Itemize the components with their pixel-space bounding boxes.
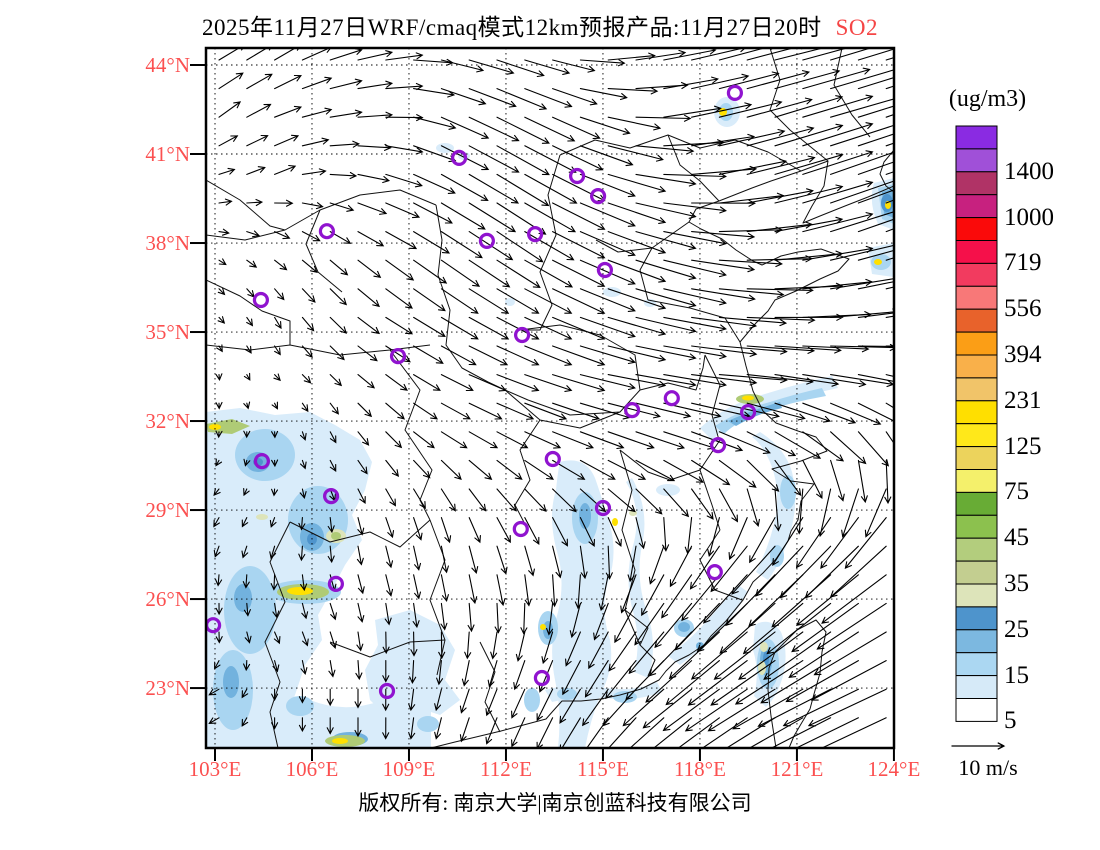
lat-tick-label: 38°N — [145, 231, 190, 256]
station-marker — [389, 348, 407, 365]
wind-reference-arrow — [951, 742, 1006, 750]
station-marker — [451, 149, 468, 166]
title-main: 2025年11月27日WRF/cmaq模式12km预报产品:11月27日20时 — [201, 15, 822, 40]
high-concentration-spots — [206, 108, 891, 747]
colorbar-tick-label: 5 — [1004, 707, 1017, 735]
copyright-footer: 版权所有: 南京大学|南京创蓝科技有限公司 — [358, 791, 752, 815]
lat-tick-label: 29°N — [145, 498, 190, 523]
colorbar-tick-label: 231 — [1004, 386, 1042, 414]
lat-tick-label: 26°N — [145, 587, 190, 612]
station-marker — [512, 520, 529, 538]
colorbar — [955, 125, 998, 722]
lon-tick-label: 124°E — [867, 757, 921, 781]
colorbar-tick-label: 556 — [1004, 295, 1042, 323]
station-marker — [706, 563, 723, 581]
station-marker — [739, 404, 757, 421]
colorbar-tick-label: 1400 — [1004, 157, 1054, 185]
station-marker — [323, 488, 340, 505]
map-border — [204, 46, 896, 750]
station-marker — [589, 188, 607, 205]
station-marker — [663, 390, 680, 407]
colorbar-tick-label: 719 — [1004, 249, 1042, 277]
lon-tick-label: 121°E — [770, 757, 824, 781]
colorbar-tick-label: 75 — [1004, 478, 1029, 506]
coastline-korea — [879, 149, 894, 193]
lon-tick-label: 118°E — [673, 757, 726, 781]
page-title: 2025年11月27日WRF/cmaq模式12km预报产品:11月27日20时 S… — [0, 8, 1080, 42]
lon-tick-label: 106°E — [285, 757, 339, 781]
colorbar-tick-label: 15 — [1004, 661, 1029, 689]
wind-reference-label: 10 m/s — [958, 755, 1018, 780]
lon-tick-label: 109°E — [382, 757, 436, 781]
wind-vector-layer — [208, 48, 894, 748]
lon-tick-label: 115°E — [576, 757, 629, 781]
station-marker — [526, 226, 544, 243]
lat-tick-label: 35°N — [145, 320, 190, 345]
station-marker-layer — [206, 84, 757, 700]
lat-tick-label: 32°N — [145, 409, 190, 434]
map-frame — [190, 46, 896, 761]
colorbar-tick-label: 25 — [1004, 615, 1029, 643]
station-marker — [252, 291, 269, 309]
lon-tick-label: 112°E — [479, 757, 532, 781]
title-pollutant: SO2 — [835, 15, 879, 40]
station-marker — [318, 223, 335, 240]
station-marker — [478, 232, 495, 249]
colorbar-tick-label: 45 — [1004, 524, 1029, 552]
graticule-grid — [206, 48, 894, 748]
colorbar-tick-label: 394 — [1004, 341, 1042, 368]
station-marker — [596, 261, 614, 279]
lat-tick-label: 23°N — [145, 676, 190, 701]
lon-tick-label: 103°E — [188, 757, 242, 781]
station-marker — [568, 167, 586, 185]
colorbar-unit-label: (ug/m3) — [948, 86, 1027, 112]
station-marker — [709, 437, 727, 454]
station-marker — [513, 326, 531, 344]
colorbar-tick-label: 125 — [1004, 432, 1042, 460]
colorbar-tick-label: 1000 — [1004, 203, 1054, 231]
station-marker — [726, 84, 744, 102]
station-marker — [594, 499, 612, 517]
coastline-china — [430, 160, 894, 748]
station-marker — [533, 669, 551, 687]
station-marker — [327, 575, 344, 593]
station-marker — [544, 450, 561, 468]
station-marker — [623, 402, 641, 419]
station-marker — [253, 453, 270, 470]
station-marker — [378, 682, 396, 700]
colorbar-tick-label: 35 — [1004, 570, 1029, 597]
lat-tick-label: 41°N — [145, 142, 190, 166]
lat-tick-label: 44°N — [145, 53, 190, 77]
